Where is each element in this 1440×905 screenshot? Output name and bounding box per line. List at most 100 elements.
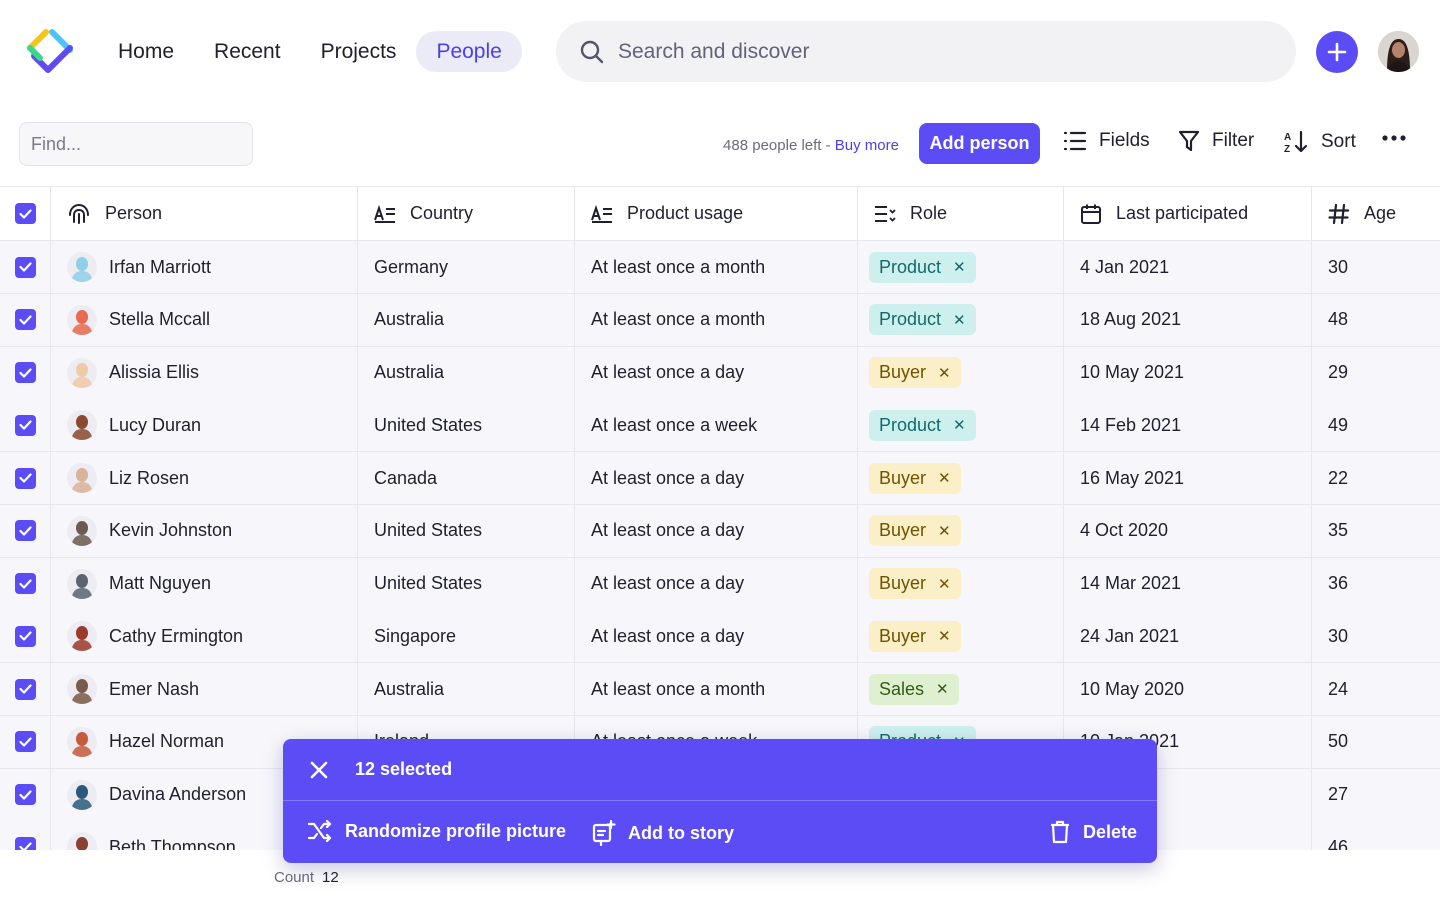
role-cell[interactable]: Buyer ✕ bbox=[858, 610, 1064, 663]
date-cell[interactable]: 4 Oct 2020 bbox=[1064, 504, 1312, 557]
role-cell[interactable]: Buyer ✕ bbox=[858, 557, 1064, 610]
age-cell[interactable]: 27 bbox=[1312, 769, 1440, 821]
table-row[interactable]: Kevin Johnston United States At least once… bbox=[0, 504, 1440, 558]
remove-tag-icon[interactable]: ✕ bbox=[938, 522, 951, 540]
usage-cell[interactable]: At least once a month bbox=[575, 241, 858, 293]
country-cell[interactable]: Australia bbox=[358, 293, 575, 346]
age-cell[interactable]: 24 bbox=[1312, 663, 1440, 715]
person-cell[interactable]: Cathy Ermington bbox=[51, 610, 358, 663]
remove-tag-icon[interactable]: ✕ bbox=[953, 417, 966, 435]
role-tag[interactable]: Product ✕ bbox=[869, 251, 976, 283]
delete-selected-button[interactable]: Delete bbox=[1049, 820, 1137, 844]
col-usage[interactable]: Product usage bbox=[575, 187, 858, 240]
row-checkbox[interactable] bbox=[14, 309, 36, 331]
table-row[interactable]: Lucy Duran United States At least once a w… bbox=[0, 399, 1440, 453]
row-checkbox[interactable] bbox=[14, 256, 36, 278]
role-tag[interactable]: Buyer ✕ bbox=[869, 515, 961, 547]
role-cell[interactable]: Product ✕ bbox=[858, 293, 1064, 346]
usage-cell[interactable]: At least once a month bbox=[575, 663, 858, 715]
usage-cell[interactable]: At least once a day bbox=[575, 504, 858, 557]
find-input[interactable] bbox=[19, 122, 253, 166]
table-row[interactable]: Stella Mccall Australia At least once a mo… bbox=[0, 293, 1440, 347]
person-cell[interactable]: Liz Rosen bbox=[51, 452, 358, 504]
usage-cell[interactable]: At least once a month bbox=[575, 293, 858, 346]
nav-people[interactable]: People bbox=[416, 31, 522, 72]
usage-cell[interactable]: At least once a day bbox=[575, 610, 858, 663]
role-tag[interactable]: Product ✕ bbox=[869, 409, 976, 441]
age-cell[interactable]: 30 bbox=[1312, 610, 1440, 662]
person-cell[interactable]: Alissia Ellis bbox=[51, 346, 358, 399]
country-cell[interactable]: United States bbox=[358, 399, 575, 452]
col-person[interactable]: Person bbox=[51, 187, 358, 240]
age-cell[interactable]: 30 bbox=[1312, 241, 1440, 293]
age-cell[interactable]: 48 bbox=[1312, 294, 1440, 346]
date-cell[interactable]: 10 May 2020 bbox=[1064, 663, 1312, 715]
row-checkbox[interactable] bbox=[14, 784, 36, 805]
country-cell[interactable]: United States bbox=[358, 504, 575, 557]
usage-cell[interactable]: At least once a day bbox=[575, 557, 858, 610]
role-tag[interactable]: Buyer ✕ bbox=[869, 620, 961, 652]
person-cell[interactable]: Emer Nash bbox=[51, 663, 358, 715]
table-row[interactable]: Cathy Ermington Singapore At least once a … bbox=[0, 610, 1440, 664]
age-cell[interactable]: 35 bbox=[1312, 505, 1440, 557]
role-cell[interactable]: Buyer ✕ bbox=[858, 346, 1064, 399]
clear-selection-button[interactable] bbox=[309, 760, 329, 780]
filter-button[interactable]: Filter bbox=[1178, 130, 1254, 152]
nav-home[interactable]: Home bbox=[118, 40, 175, 63]
person-cell[interactable]: Matt Nguyen bbox=[51, 557, 358, 610]
role-cell[interactable]: Sales ✕ bbox=[858, 663, 1064, 715]
country-cell[interactable]: United States bbox=[358, 557, 575, 610]
col-last-participated[interactable]: Last participated bbox=[1064, 187, 1312, 240]
usage-cell[interactable]: At least once a week bbox=[575, 399, 858, 452]
add-person-button[interactable]: Add person bbox=[919, 123, 1040, 164]
date-cell[interactable]: 10 May 2021 bbox=[1064, 346, 1312, 399]
country-cell[interactable]: Germany bbox=[358, 241, 575, 293]
date-cell[interactable]: 16 May 2021 bbox=[1064, 452, 1312, 504]
select-all-checkbox[interactable] bbox=[14, 203, 36, 224]
randomize-picture-button[interactable]: Randomize profile picture bbox=[307, 820, 566, 842]
fields-button[interactable]: Fields bbox=[1063, 130, 1150, 152]
remove-tag-icon[interactable]: ✕ bbox=[938, 575, 951, 593]
table-row[interactable]: Emer Nash Australia At least once a month S… bbox=[0, 663, 1440, 716]
table-row[interactable]: Matt Nguyen United States At least once a … bbox=[0, 557, 1440, 611]
age-cell[interactable]: 22 bbox=[1312, 452, 1440, 504]
col-age[interactable]: Age bbox=[1312, 187, 1440, 240]
age-cell[interactable]: 49 bbox=[1312, 399, 1440, 451]
search-input[interactable] bbox=[618, 39, 1258, 64]
table-row[interactable]: Alissia Ellis Australia At least once a da… bbox=[0, 346, 1440, 400]
role-tag[interactable]: Buyer ✕ bbox=[869, 568, 961, 599]
role-tag[interactable]: Buyer ✕ bbox=[869, 357, 961, 388]
remove-tag-icon[interactable]: ✕ bbox=[953, 311, 966, 329]
person-cell[interactable]: Irfan Marriott bbox=[51, 241, 358, 293]
app-logo-icon[interactable] bbox=[26, 28, 76, 76]
col-country[interactable]: Country bbox=[358, 187, 575, 240]
age-cell[interactable]: 29 bbox=[1312, 347, 1440, 399]
age-cell[interactable]: 36 bbox=[1312, 558, 1440, 610]
date-cell[interactable]: 24 Jan 2021 bbox=[1064, 610, 1312, 663]
row-checkbox[interactable] bbox=[14, 362, 36, 383]
row-checkbox[interactable] bbox=[14, 731, 36, 753]
age-cell[interactable]: 50 bbox=[1312, 716, 1440, 768]
create-button[interactable] bbox=[1316, 31, 1358, 73]
more-options-button[interactable] bbox=[1382, 134, 1406, 142]
row-checkbox[interactable] bbox=[14, 520, 36, 542]
country-cell[interactable]: Australia bbox=[358, 663, 575, 715]
date-cell[interactable]: 14 Mar 2021 bbox=[1064, 557, 1312, 610]
country-cell[interactable]: Australia bbox=[358, 346, 575, 399]
table-row[interactable]: Liz Rosen Canada At least once a day Buyer ✕… bbox=[0, 452, 1440, 505]
usage-cell[interactable]: At least once a day bbox=[575, 346, 858, 399]
role-cell[interactable]: Product ✕ bbox=[858, 241, 1064, 293]
row-checkbox[interactable] bbox=[14, 573, 36, 594]
person-cell[interactable]: Hazel Norman bbox=[51, 715, 358, 768]
person-cell[interactable]: Lucy Duran bbox=[51, 399, 358, 452]
buy-more-link[interactable]: Buy more bbox=[834, 137, 899, 154]
nav-projects[interactable]: Projects bbox=[320, 40, 397, 63]
row-checkbox[interactable] bbox=[14, 467, 36, 489]
role-tag[interactable]: Buyer ✕ bbox=[869, 462, 961, 494]
remove-tag-icon[interactable]: ✕ bbox=[938, 628, 951, 646]
role-cell[interactable]: Product ✕ bbox=[858, 399, 1064, 452]
col-role[interactable]: Role bbox=[858, 187, 1064, 240]
role-tag[interactable]: Sales ✕ bbox=[869, 673, 959, 705]
remove-tag-icon[interactable]: ✕ bbox=[938, 364, 951, 382]
